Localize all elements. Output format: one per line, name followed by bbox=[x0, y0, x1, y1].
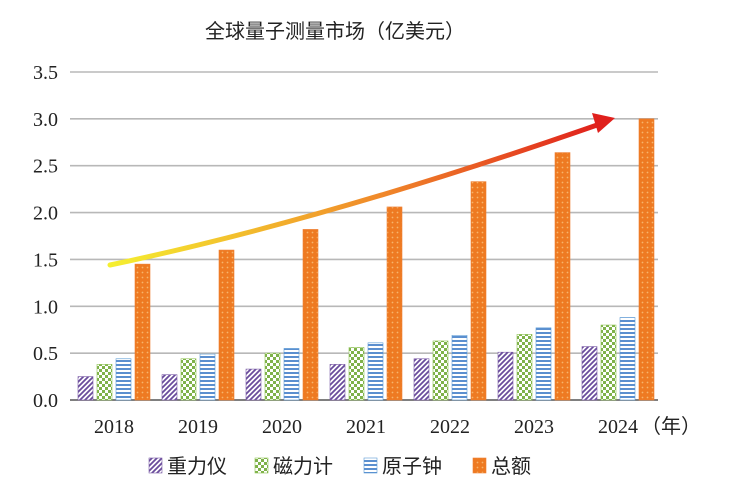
bar-dots-2023 bbox=[554, 152, 571, 401]
chart-title: 全球量子测量市场（亿美元） bbox=[205, 19, 465, 43]
trend-arrow bbox=[107, 113, 615, 268]
trend-arrow-line bbox=[107, 121, 603, 268]
bar-horizontal-2019 bbox=[199, 353, 216, 401]
legend-swatch-diagonal bbox=[148, 457, 163, 474]
legend-label: 磁力计 bbox=[273, 454, 333, 478]
bar-diagonal-2018 bbox=[77, 376, 94, 401]
gridlines bbox=[70, 71, 658, 401]
y-tick-label: 2.5 bbox=[33, 156, 58, 178]
legend-swatch-horizontal bbox=[363, 457, 378, 474]
x-axis-ticks: 2018 2019 2020 2021 2022 2023 2024 bbox=[94, 416, 638, 438]
bar-checker-2020 bbox=[264, 352, 281, 401]
bar-diagonal-2019 bbox=[161, 374, 178, 401]
y-tick-label: 3.5 bbox=[33, 62, 58, 84]
bar-diagonal-2021 bbox=[329, 364, 346, 401]
bar-horizontal-2021 bbox=[367, 342, 384, 401]
y-axis-ticks: 0.0 0.5 1.0 1.5 2.0 2.5 3.0 3.5 bbox=[33, 62, 58, 412]
y-tick-label: 1.5 bbox=[33, 249, 58, 271]
bar-dots-2020 bbox=[302, 229, 319, 401]
bar-checker-2021 bbox=[348, 347, 365, 401]
y-tick-label: 1.0 bbox=[33, 296, 58, 318]
y-tick-label: 3.0 bbox=[33, 109, 58, 131]
bar-checker-2019 bbox=[180, 358, 197, 401]
bar-dots-2024 bbox=[638, 118, 655, 401]
bar-diagonal-2020 bbox=[245, 368, 262, 401]
bar-dots-2022 bbox=[470, 181, 487, 401]
bar-checker-2018 bbox=[96, 364, 113, 401]
legend: 重力仪 磁力计 原子钟 总额 bbox=[148, 454, 531, 478]
y-tick-label: 0.5 bbox=[33, 343, 58, 365]
bar-horizontal-2018 bbox=[115, 358, 132, 401]
bar-horizontal-2023 bbox=[535, 327, 552, 401]
y-tick-label: 0.0 bbox=[33, 390, 58, 412]
x-tick-label: 2019 bbox=[178, 416, 218, 438]
bar-checker-2023 bbox=[516, 334, 533, 401]
legend-label: 原子钟 bbox=[382, 454, 442, 478]
x-axis-unit: （年） bbox=[641, 415, 701, 438]
bar-checker-2024 bbox=[600, 324, 617, 401]
legend-swatch-dots bbox=[472, 457, 487, 474]
bars bbox=[77, 118, 655, 401]
bar-horizontal-2024 bbox=[619, 317, 636, 401]
bar-dots-2019 bbox=[218, 249, 235, 401]
bar-checker-2022 bbox=[432, 340, 449, 401]
x-tick-label: 2020 bbox=[262, 416, 302, 438]
legend-label: 重力仪 bbox=[167, 454, 227, 478]
bar-diagonal-2024 bbox=[581, 346, 598, 401]
trend-arrow-head bbox=[592, 113, 615, 133]
bar-diagonal-2022 bbox=[413, 358, 430, 401]
bar-horizontal-2022 bbox=[451, 335, 468, 401]
x-tick-label: 2022 bbox=[430, 416, 470, 438]
bar-dots-2018 bbox=[134, 263, 151, 401]
bar-diagonal-2023 bbox=[497, 351, 514, 401]
y-tick-label: 2.0 bbox=[33, 203, 58, 225]
x-tick-label: 2021 bbox=[346, 416, 386, 438]
legend-swatch-checker bbox=[254, 457, 269, 474]
bar-horizontal-2020 bbox=[283, 348, 300, 401]
legend-label: 总额 bbox=[491, 454, 531, 478]
x-tick-label: 2023 bbox=[514, 416, 554, 438]
x-tick-label: 2024 bbox=[598, 416, 638, 438]
x-tick-label: 2018 bbox=[94, 416, 134, 438]
bar-dots-2021 bbox=[386, 206, 403, 401]
